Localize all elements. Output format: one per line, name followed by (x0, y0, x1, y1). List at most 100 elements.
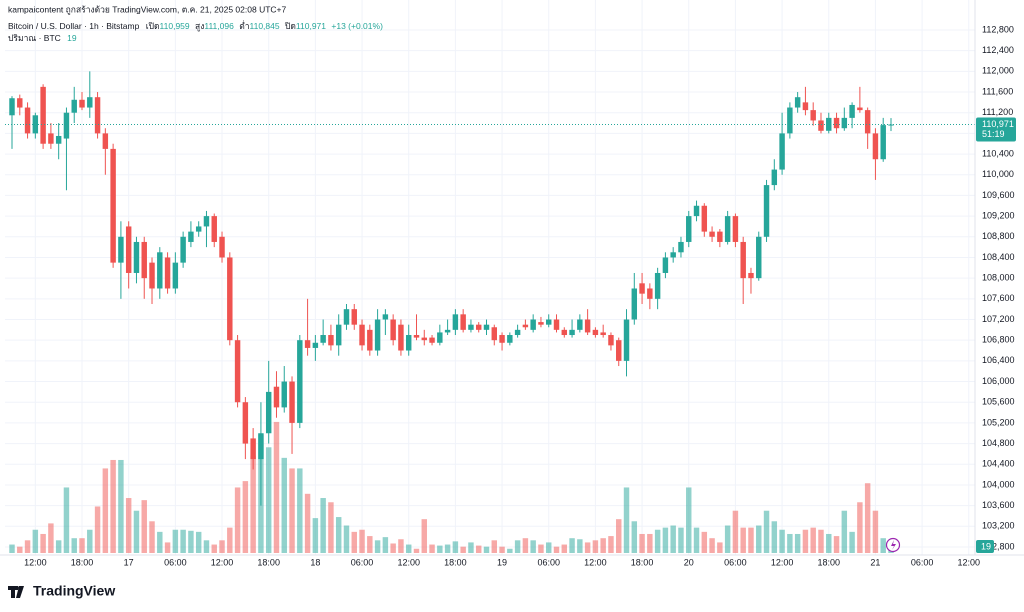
volume-bar (499, 546, 505, 553)
y-tick-label: 108,800 (982, 231, 1015, 241)
candle-body (429, 337, 435, 343)
low-label: ต่ำ (239, 20, 249, 31)
volume-bar (351, 531, 357, 553)
volume-bar (32, 529, 39, 553)
candle-body (125, 226, 132, 273)
x-tick-label: 18:00 (817, 557, 840, 567)
x-tick-label: 18:00 (257, 557, 280, 567)
y-tick-label: 102,800 (982, 541, 1015, 551)
candle-body (444, 329, 451, 333)
candle-body (522, 324, 529, 328)
x-tick-label: 12:00 (958, 557, 981, 567)
candle-body (421, 337, 427, 341)
candle-body (841, 117, 848, 129)
x-tick-label: 17 (124, 557, 134, 567)
grid (5, 0, 975, 555)
volume-bar (157, 531, 163, 553)
candle-body (71, 99, 77, 113)
candle-body (623, 319, 630, 361)
candle-body (367, 329, 373, 351)
y-tick-label: 107,600 (982, 293, 1015, 303)
volume-bar (110, 459, 116, 553)
y-tick-label: 108,400 (982, 252, 1015, 262)
candle-body (242, 402, 249, 444)
y-tick-label: 106,800 (982, 335, 1015, 345)
candle-body (880, 125, 886, 160)
volume-bar (304, 493, 311, 553)
candle-body (297, 340, 303, 423)
volume-bar (452, 541, 459, 553)
candle-body (662, 257, 669, 273)
x-tick-label: 06:00 (911, 557, 934, 567)
volume-bar (507, 548, 513, 553)
candle-body (281, 381, 287, 408)
volume-bar (164, 542, 171, 553)
y-tick-label: 103,200 (982, 521, 1015, 531)
volume-bar (608, 536, 614, 553)
y-tick-label: 112,000 (982, 66, 1014, 76)
candle-body (475, 324, 482, 330)
volume-bar (546, 542, 552, 553)
volume-bar (530, 540, 536, 553)
candle-body (304, 340, 311, 348)
volume-bar (483, 546, 490, 553)
y-tick-label: 108,000 (982, 273, 1015, 283)
y-tick-label: 112,400 (982, 45, 1014, 55)
y-tick-label: 110,000 (982, 169, 1014, 179)
candle-body (289, 381, 295, 423)
candle-body (740, 241, 746, 279)
candle-body (802, 102, 809, 111)
candle-body (818, 120, 824, 131)
candle-body (577, 319, 583, 330)
x-tick-label: 06:00 (164, 557, 187, 567)
volume-bar (468, 542, 474, 553)
candle-body (273, 386, 280, 408)
volume-bar (771, 521, 778, 553)
last-price-box (976, 117, 1016, 142)
candle-body (328, 335, 334, 346)
candle-body (600, 332, 606, 336)
candle-body (507, 335, 513, 343)
volume-bar (195, 531, 202, 553)
x-tick-label: 12:00 (211, 557, 234, 567)
candle-body (561, 329, 568, 336)
candle-body (55, 135, 62, 144)
y-tick-label: 106,000 (982, 376, 1015, 386)
candle-body (748, 272, 754, 279)
volume-bar (398, 539, 404, 553)
volume-bar (631, 521, 638, 553)
volume-bar (740, 527, 746, 553)
candle-body (9, 98, 15, 116)
volume-bar (382, 537, 389, 553)
volume-bar (639, 533, 645, 553)
candle-body (569, 329, 575, 336)
x-tick-label: 20 (684, 557, 694, 567)
volume-bar (343, 525, 350, 553)
volume-bar (662, 527, 669, 553)
volume-bar (367, 536, 373, 553)
volume-bar (553, 546, 560, 553)
y-tick-label: 107,200 (982, 314, 1015, 324)
countdown: 51:19 (982, 129, 1005, 139)
candle-body (211, 216, 217, 242)
volume-bar (429, 544, 435, 553)
candle-body (110, 148, 116, 263)
volume-bar (802, 529, 809, 553)
candle-body (133, 241, 140, 273)
candle-body (63, 112, 70, 139)
candle-body (164, 257, 171, 289)
volume-bar (491, 540, 498, 553)
candle-body (701, 205, 708, 232)
y-tick-label: 111,600 (982, 86, 1013, 96)
candle-body (149, 262, 155, 289)
volume-bar (63, 487, 70, 553)
y-tick-label: 105,600 (982, 397, 1015, 407)
volume-bar (709, 538, 715, 553)
volume-bar (693, 527, 700, 553)
close-value: 110,971 (296, 21, 326, 31)
volume-bar (818, 529, 824, 553)
candle-body (219, 236, 225, 258)
candle-body (787, 107, 793, 134)
candle-body (118, 236, 124, 263)
